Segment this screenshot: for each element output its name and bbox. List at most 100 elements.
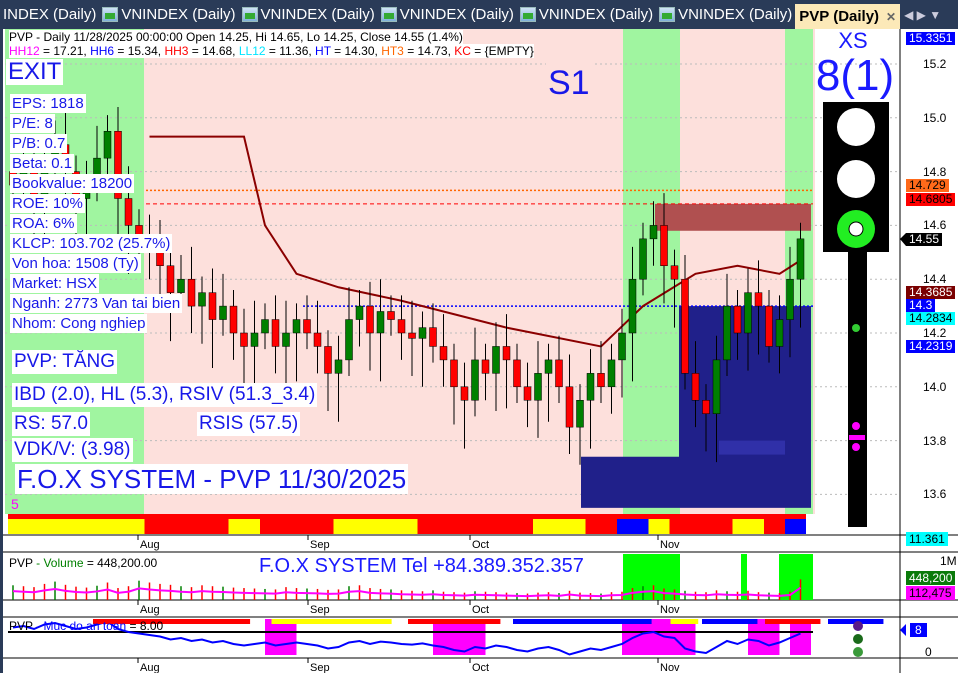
candle-body xyxy=(639,238,647,280)
safety-zone xyxy=(433,619,486,655)
fundamental-item: ROA: 6% xyxy=(10,214,77,233)
candle-body xyxy=(103,131,112,159)
tab-scroll-icons[interactable]: ◀ ▶ ▼ xyxy=(904,7,942,22)
signal-label: XS xyxy=(838,28,868,53)
safety-label: - Muc do an toan xyxy=(32,619,127,633)
tab-1[interactable]: VNINDEX (Daily) xyxy=(99,0,238,29)
marker-dot xyxy=(852,324,860,332)
tab-4[interactable]: VNINDEX (Daily) xyxy=(517,0,656,29)
tab-bar: INDEX (Daily) VNINDEX (Daily) VNINDEX (Dai… xyxy=(0,0,958,29)
signal-strip-top xyxy=(732,514,764,519)
candle-body xyxy=(114,131,122,199)
price-tick: 13.8 xyxy=(923,433,947,448)
tab-5[interactable]: VNINDEX (Daily) xyxy=(656,0,795,29)
month-label: Aug xyxy=(140,662,160,673)
candle-body xyxy=(649,225,658,240)
signal-strip xyxy=(732,519,764,534)
indicator-value: = 17.21, xyxy=(39,44,91,58)
signal-strip xyxy=(669,519,733,534)
ohlc-header: PVP - Daily 11/28/2025 00:00:00 Open 14.… xyxy=(9,30,463,44)
signal-strip xyxy=(585,519,617,534)
value-pointer xyxy=(900,624,906,636)
safety-zone xyxy=(748,619,780,655)
candle-body xyxy=(502,346,511,361)
candle-body xyxy=(156,252,164,267)
chart-icon xyxy=(380,7,397,22)
candle-body xyxy=(271,319,280,347)
traffic-light-pole xyxy=(848,252,867,527)
signal-strip xyxy=(144,519,229,534)
safety-strip xyxy=(93,619,251,624)
tab-0[interactable]: INDEX (Daily) xyxy=(0,0,99,29)
safety-strip xyxy=(765,619,821,624)
candle-body xyxy=(471,359,479,401)
price-pointer xyxy=(900,233,906,246)
month-label: Oct xyxy=(472,604,489,616)
support-box xyxy=(719,440,785,455)
indicator-value: = {EMPTY} xyxy=(470,44,534,58)
price-tick: 15.0 xyxy=(923,110,947,125)
tab-2[interactable]: VNINDEX (Daily) xyxy=(239,0,378,29)
exit-label: EXIT xyxy=(6,58,64,85)
candle-body xyxy=(177,278,185,293)
candle-body xyxy=(355,305,364,320)
volume-average-line xyxy=(12,586,802,598)
volume-zone xyxy=(741,554,747,600)
chart-icon xyxy=(241,7,258,22)
support-box xyxy=(581,456,811,508)
signal-strip-top xyxy=(533,514,586,519)
candle-body xyxy=(712,359,721,414)
tab-label: VNINDEX (Daily) xyxy=(121,6,236,23)
candle-body xyxy=(576,400,584,428)
price-chart[interactable]: Aug Sep Oct Nov Aug Sep Oct Nov Aug Sep Oct Nov xyxy=(3,29,958,674)
fundamental-item: Nganh: 2773 Van tai bien xyxy=(10,294,183,313)
chart-icon xyxy=(659,7,676,22)
signal-strip-top xyxy=(260,514,334,519)
candle-body xyxy=(670,265,679,280)
candle-body xyxy=(481,359,490,374)
candle-body xyxy=(282,332,290,347)
candle-body xyxy=(786,278,794,320)
volume-value: = 448,200.00 xyxy=(83,556,158,570)
signal-strip-top xyxy=(585,514,617,519)
fundamental-item: Beta: 0.1 xyxy=(10,154,75,173)
price-tick: 14.8 xyxy=(923,164,947,179)
candle-body xyxy=(345,319,353,361)
price-tick: 15.2 xyxy=(923,57,947,71)
month-label: Nov xyxy=(660,662,680,673)
volume-label-average: 112,475 xyxy=(906,586,955,600)
month-label: Aug xyxy=(140,604,160,616)
tab-label: INDEX (Daily) xyxy=(3,6,97,23)
tab-label: VNINDEX (Daily) xyxy=(260,6,375,23)
chart-window: Aug Sep Oct Nov Aug Sep Oct Nov Aug Sep Oct Nov PVP… xyxy=(0,28,958,674)
indicator-name: HT3 xyxy=(381,44,404,58)
candle-body xyxy=(723,305,731,361)
volume-axis-top: 1M xyxy=(940,554,957,568)
candle-body xyxy=(439,346,448,361)
candle-body xyxy=(586,373,595,401)
candle-body xyxy=(765,305,773,347)
price-label: 14.3 xyxy=(906,299,936,312)
candle-body xyxy=(292,319,301,334)
tab-label: PVP (Daily) xyxy=(799,8,880,25)
light-center xyxy=(848,221,864,237)
tab-6[interactable]: PVP (Daily) ✕ xyxy=(795,4,901,29)
month-label: Aug xyxy=(140,539,160,551)
signal-strip-top xyxy=(228,514,260,519)
tab-3[interactable]: VNINDEX (Daily) xyxy=(378,0,517,29)
candle-body xyxy=(366,305,374,334)
signal-strip xyxy=(764,519,785,534)
close-tab-icon[interactable]: ✕ xyxy=(886,9,897,24)
signal-strip xyxy=(417,519,449,534)
signal-strip xyxy=(533,519,586,534)
fundamental-item: Von hoa: 1508 (Ty) xyxy=(10,254,141,273)
signal-strip xyxy=(617,519,649,534)
safety-strip xyxy=(271,619,392,624)
safety-zone xyxy=(265,619,297,655)
candle-body xyxy=(219,305,227,320)
price-tick: 14.4 xyxy=(923,272,947,287)
indicator-value: = 14.30, xyxy=(330,44,382,58)
candle-body xyxy=(733,305,742,334)
month-label: Oct xyxy=(472,539,489,551)
safety-axis-zero: 0 xyxy=(925,645,932,659)
